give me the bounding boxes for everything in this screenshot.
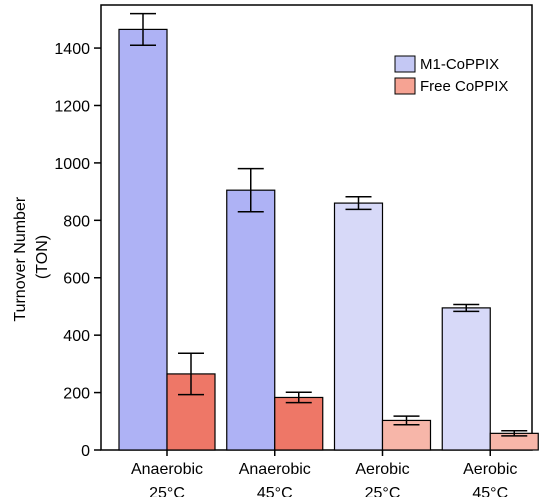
bar-free-coppix-1 <box>274 396 324 451</box>
x-tick-label: Aerobic 25°C <box>355 461 409 497</box>
y-axis: 0 200 400 600 800 1000 1200 1400 <box>54 41 101 460</box>
error-bars <box>130 12 528 437</box>
legend-label: Free CoPPIX <box>420 78 508 95</box>
x-tick-label-line2: 25°C <box>365 485 401 497</box>
y-tick-label: 600 <box>63 271 90 288</box>
y-tick-label: 400 <box>63 328 90 345</box>
x-tick-label-line1: Anaerobic <box>131 461 203 478</box>
y-axis-title-line2: (TON) <box>34 235 51 279</box>
legend: M1-CoPPIX Free CoPPIX <box>394 55 508 95</box>
bar-m1-coppix-0 <box>118 28 168 451</box>
y-tick-label: 800 <box>63 213 90 230</box>
bar-m1-coppix-1 <box>226 189 276 451</box>
bar-m1-coppix-3 <box>441 307 491 451</box>
y-axis-title-line1: Turnover Number <box>12 196 29 321</box>
legend-swatch <box>394 55 416 73</box>
x-tick-label-line1: Anaerobic <box>239 461 311 478</box>
y-tick-label: 1400 <box>54 41 90 58</box>
y-tick-label: 1000 <box>54 156 90 173</box>
x-tick-label-line2: 25°C <box>149 485 185 497</box>
y-axis-title: Turnover Number (TON) <box>12 192 51 321</box>
x-tick-label-line2: 45°C <box>257 485 293 497</box>
y-tick-label: 1200 <box>54 98 90 115</box>
x-tick-label: Anaerobic 25°C <box>131 461 203 497</box>
legend-label: M1-CoPPIX <box>420 56 499 73</box>
bars <box>118 28 539 451</box>
x-tick-label-line1: Aerobic <box>463 461 517 478</box>
x-tick-label-line1: Aerobic <box>355 461 409 478</box>
x-tick-label-line2: 45°C <box>472 485 508 497</box>
bar-m1-coppix-2 <box>333 202 384 451</box>
x-tick-label: Anaerobic 45°C <box>239 461 311 497</box>
legend-swatch <box>394 77 416 95</box>
x-tick-label: Aerobic 45°C <box>463 461 517 497</box>
y-tick-label: 0 <box>81 443 90 460</box>
y-tick-label: 200 <box>63 386 90 403</box>
